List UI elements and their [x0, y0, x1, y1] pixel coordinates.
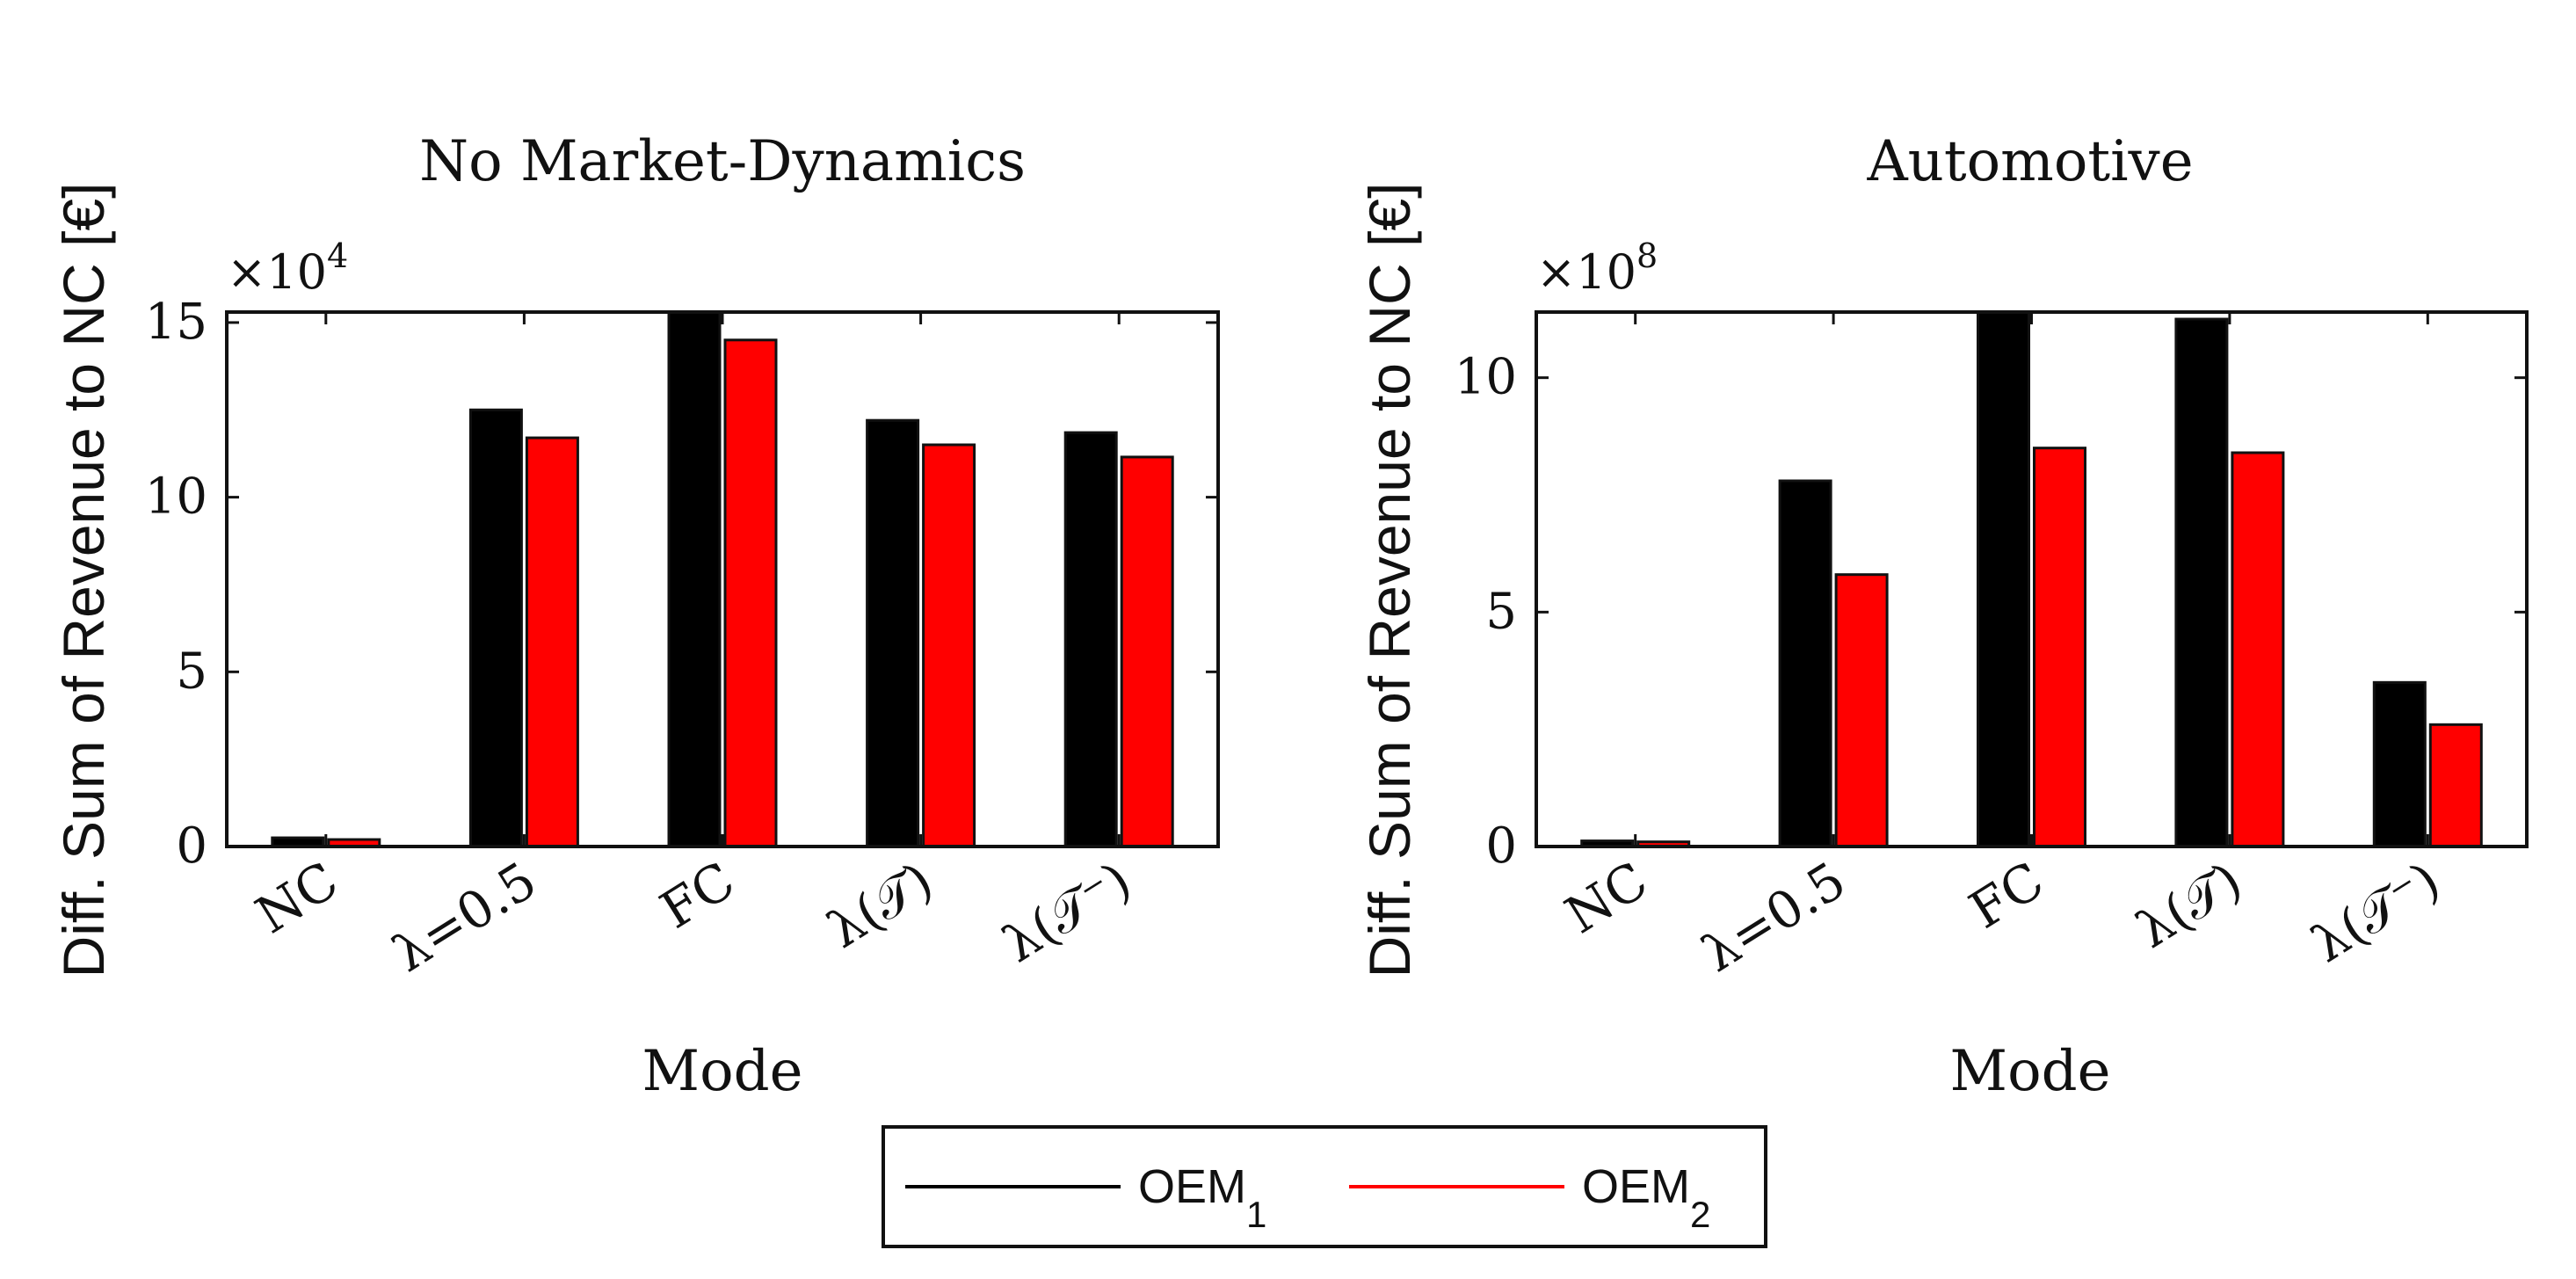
y-axis-label: Diff. Sum of Revenue to NC [€]: [51, 183, 116, 978]
bar-oem1-4: [2372, 680, 2427, 848]
y-tick-label: 10: [145, 469, 207, 526]
bar-oem1-1: [468, 408, 523, 848]
x-axis-label: Mode: [642, 1039, 803, 1104]
legend-label-oem1: OEM1: [1138, 1160, 1266, 1235]
y-exponent-label: ×108: [1536, 236, 1658, 300]
bar-oem1-1: [1778, 479, 1832, 848]
bar-oem2-2: [723, 338, 778, 848]
y-tick-label: 0: [1485, 818, 1517, 875]
chart-panel-no-market-dynamics: No Market-Dynamics Mode Diff. Sum of Rev…: [51, 129, 1220, 1104]
y-tick-label: 5: [1485, 583, 1517, 640]
bar-oem1-3: [2174, 317, 2229, 848]
x-axis-label: Mode: [1950, 1039, 2111, 1104]
y-tick-label: 10: [1455, 349, 1517, 406]
chart-title: No Market-Dynamics: [419, 129, 1026, 194]
bar-oem2-1: [1834, 573, 1889, 848]
bar-oem1-2: [1977, 310, 2030, 848]
bar-oem1-4: [1063, 431, 1118, 848]
legend-label-oem2: OEM2: [1582, 1160, 1710, 1235]
y-axis-label: Diff. Sum of Revenue to NC [€]: [1357, 183, 1422, 978]
y-tick-label: 5: [176, 643, 207, 700]
legend: OEM1 OEM2: [882, 1125, 1767, 1248]
chart-title: Automotive: [1866, 129, 2193, 194]
bar-oem1-3: [866, 418, 920, 848]
bar-oem2-3: [922, 443, 976, 848]
bar-oem2-4: [2428, 723, 2483, 848]
bar-oem1-2: [667, 310, 722, 848]
bar-oem2-1: [525, 436, 579, 848]
bar-oem2-3: [2231, 451, 2285, 848]
y-tick-label: 15: [145, 294, 207, 351]
chart-panel-automotive: Automotive Mode Diff. Sum of Revenue to …: [1357, 129, 2529, 1104]
y-exponent-label: ×104: [227, 236, 348, 300]
bar-oem2-4: [1120, 455, 1174, 848]
bar-oem2-2: [2033, 447, 2086, 848]
y-tick-label: 0: [176, 818, 207, 875]
